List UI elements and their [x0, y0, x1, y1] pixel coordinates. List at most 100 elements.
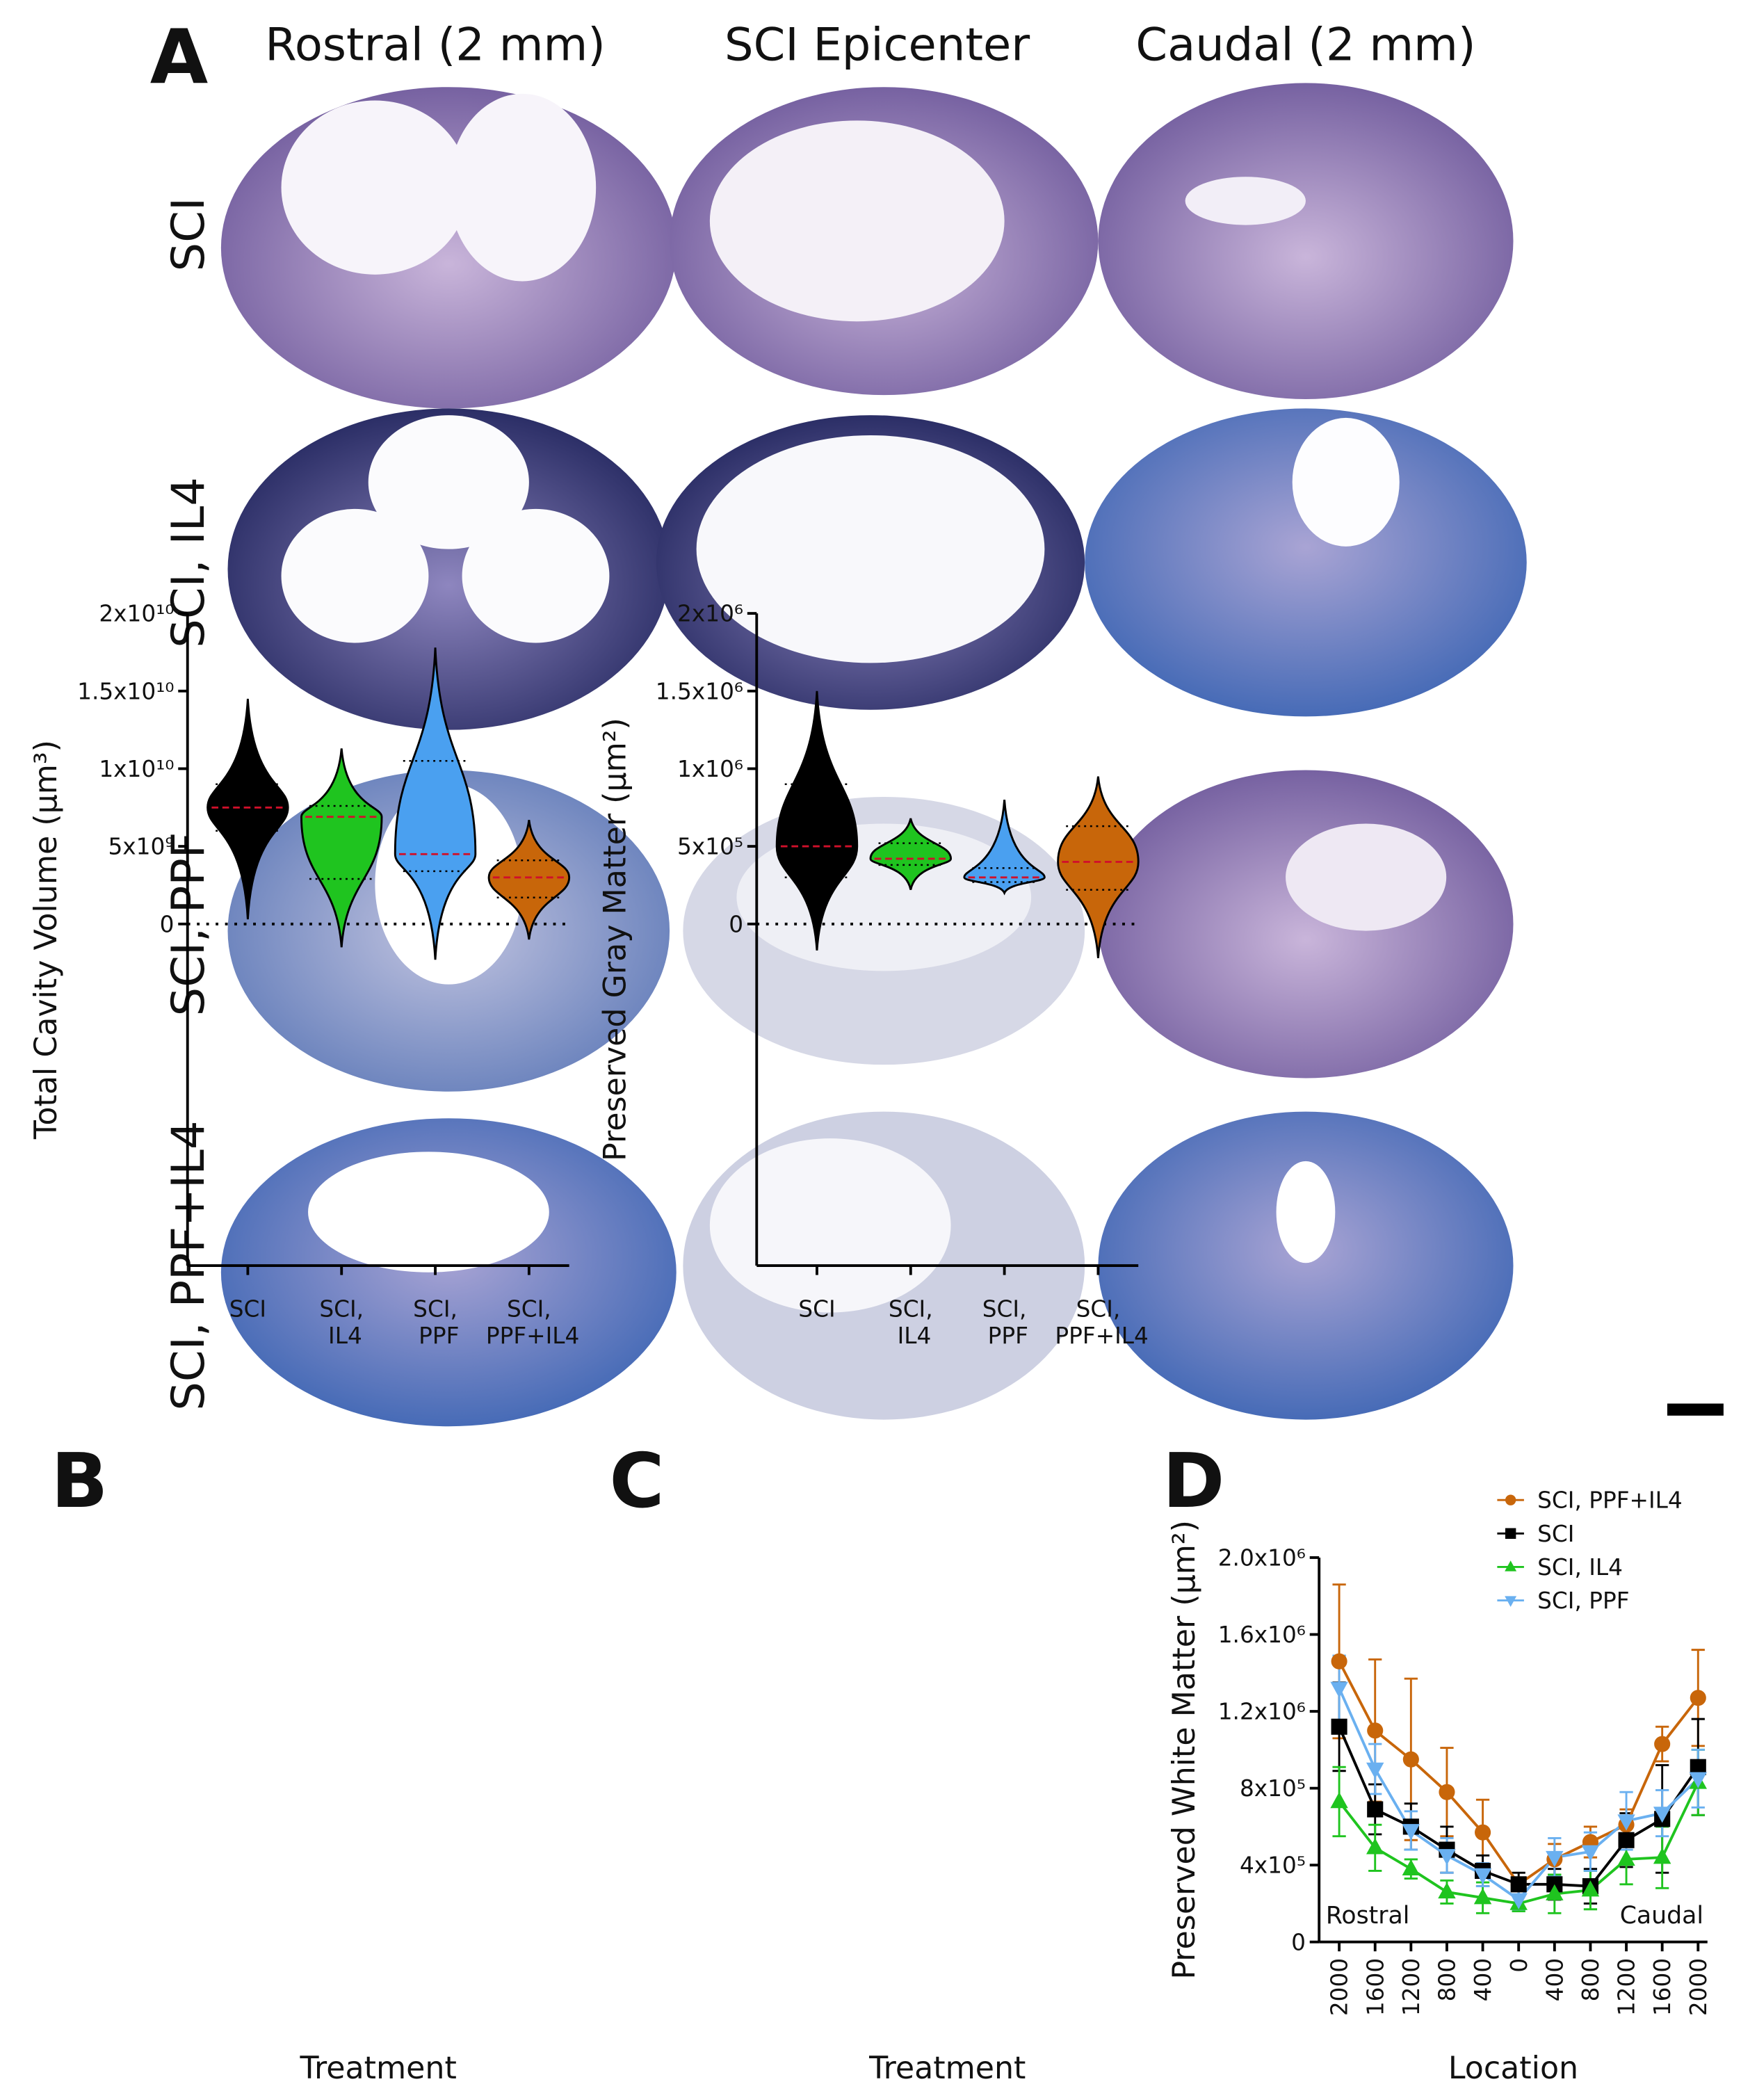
x-tick-label: 0	[1506, 1958, 1532, 1973]
cavity	[448, 93, 597, 282]
marker	[1366, 1762, 1384, 1779]
x-tick-label: SCI, PPF	[980, 1295, 1028, 1349]
y-tick-label: 1.6x10⁶	[1218, 1622, 1306, 1648]
y-tick-label: 1x10⁶	[677, 756, 743, 782]
violin	[869, 818, 953, 890]
marker	[1509, 1893, 1528, 1909]
cavity	[462, 508, 610, 643]
cavity	[281, 508, 429, 643]
y-tick-label: 0	[1291, 1929, 1306, 1955]
x-tick-label: SCI, IL4	[319, 1295, 364, 1349]
cavity	[1292, 417, 1400, 547]
marker	[1689, 1772, 1707, 1788]
marker	[1367, 1801, 1384, 1818]
panel-letter: D	[1163, 1438, 1225, 1525]
marker	[1331, 1718, 1347, 1735]
x-tick-label: 2000	[1327, 1958, 1353, 2016]
marker	[1546, 1850, 1564, 1867]
series-line	[1338, 1688, 1699, 1902]
tissue-section	[1098, 770, 1514, 1079]
y-tick-label: 2.0x10⁶	[1218, 1545, 1306, 1572]
y-tick-label: 1.5x10⁶	[656, 678, 743, 704]
marker	[1330, 1681, 1348, 1698]
y-tick-label: 0	[160, 911, 175, 937]
marker	[1510, 1876, 1527, 1893]
marker	[1581, 1880, 1600, 1897]
legend-marker	[1505, 1596, 1517, 1607]
x-tick-label: 2000	[1685, 1958, 1712, 2016]
x-tick-label: 1600	[1362, 1958, 1388, 2016]
y-tick-label: 4x10⁵	[1240, 1852, 1306, 1879]
legend-label: SCI	[1537, 1521, 1574, 1547]
column-header: SCI Epicenter	[724, 19, 1030, 72]
cavity	[709, 120, 1005, 322]
cavity	[308, 1152, 549, 1273]
y-tick-label: 5x10⁵	[677, 834, 743, 860]
y-tick-label: 0	[729, 911, 743, 937]
panel-letter: A	[150, 14, 208, 101]
y-tick-label: 2x10⁶	[677, 601, 743, 627]
legend-marker	[1505, 1528, 1516, 1539]
y-axis-label: Total Cavity Volume (µm³)	[29, 740, 64, 1140]
x-tick-label: SCI, PPF+IL4	[1048, 1295, 1149, 1349]
y-tick-label: 1.5x10¹⁰	[77, 678, 174, 704]
marker	[1617, 1814, 1635, 1831]
row-label: SCI	[162, 197, 215, 272]
marker	[1690, 1690, 1706, 1706]
x-tick-label: SCI	[798, 1295, 835, 1322]
tissue-section	[1098, 83, 1514, 399]
tissue-section	[1085, 408, 1527, 717]
marker	[1473, 1868, 1492, 1884]
y-axis-label: Preserved White Matter (µm²)	[1167, 1520, 1202, 1980]
violin	[1057, 776, 1140, 959]
x-tick-label: 1600	[1649, 1958, 1676, 2016]
marker	[1617, 1850, 1635, 1866]
legend-marker	[1505, 1560, 1517, 1572]
marker	[1402, 1859, 1420, 1875]
violin	[300, 748, 383, 948]
marker	[1653, 1807, 1671, 1823]
violin	[487, 819, 571, 940]
legend-marker	[1505, 1494, 1516, 1505]
marker	[1473, 1888, 1492, 1905]
x-tick-label: SCI	[229, 1295, 266, 1322]
marker	[1366, 1838, 1384, 1855]
panel-letter: C	[609, 1438, 664, 1525]
x-tick-label: 400	[1541, 1958, 1568, 2001]
x-tick-label: 400	[1470, 1958, 1496, 2001]
marker	[1654, 1736, 1671, 1752]
marker	[1330, 1792, 1348, 1809]
series-line	[1338, 1661, 1699, 1887]
column-header: Caudal (2 mm)	[1135, 19, 1475, 72]
x-tick-label: 1200	[1398, 1958, 1425, 2016]
cavity	[709, 1138, 951, 1313]
marker	[1438, 1882, 1456, 1899]
marker	[1402, 1751, 1419, 1768]
cavity	[696, 435, 1045, 663]
x-axis-label: Location	[1448, 2051, 1578, 2086]
x-tick-label: SCI, IL4	[889, 1295, 933, 1349]
y-tick-label: 1.2x10⁶	[1218, 1699, 1306, 1725]
series-line	[1338, 1726, 1699, 1888]
marker	[1438, 1849, 1456, 1866]
y-tick-label: 1x10¹⁰	[99, 756, 174, 782]
marker	[1331, 1653, 1347, 1670]
cavity	[1276, 1161, 1336, 1263]
legend-label: SCI, PPF+IL4	[1537, 1487, 1683, 1514]
violin	[394, 647, 477, 960]
violin	[207, 698, 289, 920]
x-tick-label: SCI, PPF	[412, 1295, 460, 1349]
x-axis-label: Treatment	[868, 2051, 1026, 2086]
annotation: Caudal	[1620, 1902, 1703, 1930]
marker	[1439, 1784, 1455, 1800]
violin	[775, 690, 859, 951]
tissue-section	[1098, 1111, 1514, 1420]
cavity	[1185, 177, 1306, 225]
y-tick-label: 2x10¹⁰	[99, 601, 174, 627]
annotation: Rostral	[1326, 1902, 1410, 1930]
marker	[1367, 1722, 1384, 1739]
marker	[1581, 1845, 1600, 1861]
cavity	[368, 415, 529, 549]
